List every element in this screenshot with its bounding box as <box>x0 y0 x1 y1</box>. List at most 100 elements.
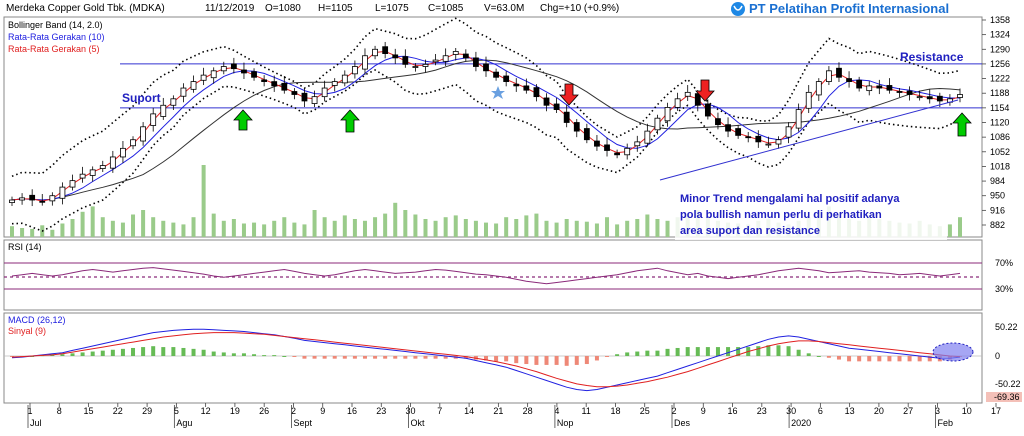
candle-body <box>644 130 651 144</box>
candlestick <box>866 81 873 96</box>
candlestick <box>160 97 167 120</box>
volume-bar <box>655 219 660 237</box>
price-tick-label: 1256 <box>990 59 1010 69</box>
macd-hist-bar <box>80 352 85 356</box>
candle-body <box>402 56 409 65</box>
volume-bar <box>574 220 579 237</box>
macd-hist-bar <box>131 347 136 356</box>
ticker-title: Merdeka Copper Gold Tbk. (MDKA) <box>6 3 165 14</box>
candle-body <box>261 79 268 82</box>
volume-bar <box>282 217 287 237</box>
candlestick <box>654 114 661 135</box>
candlestick <box>29 189 36 207</box>
macd-hist-bar <box>877 356 882 362</box>
candlestick <box>664 102 671 127</box>
volume-bar <box>584 221 589 237</box>
macd-hist-bar <box>211 351 216 356</box>
candle-body <box>140 126 147 142</box>
time-tick-label: 26 <box>259 406 269 416</box>
volume-bar <box>60 223 65 237</box>
volume-bar <box>473 220 478 237</box>
volume-bar <box>635 219 640 237</box>
volume-bar <box>312 210 317 237</box>
candlestick <box>765 136 772 148</box>
macd-hist-bar <box>564 356 569 366</box>
candle-body <box>543 97 550 106</box>
candle-body <box>372 48 378 57</box>
candle-body <box>785 126 792 138</box>
candlestick <box>89 166 96 182</box>
time-tick-label: 30 <box>406 406 416 416</box>
volume-bar <box>665 220 670 237</box>
macd-hist-bar <box>756 346 761 356</box>
volume-bar <box>20 228 25 237</box>
volume-bar <box>594 223 599 237</box>
time-tick-label: 1 <box>27 406 32 416</box>
volume-bar <box>221 220 226 237</box>
macd-line <box>11 328 961 392</box>
candlestick <box>473 51 479 72</box>
candlestick <box>725 117 731 138</box>
volume-bar <box>544 220 549 237</box>
volume-bar <box>403 210 408 237</box>
macd-hist-bar <box>413 356 418 359</box>
sell-arrow-icon <box>559 83 579 106</box>
candle-body <box>412 66 419 68</box>
time-tick-label: 25 <box>640 406 650 416</box>
macd-hist-bar <box>302 356 307 359</box>
time-tick-label: 19 <box>230 406 240 416</box>
candle-body <box>876 85 883 89</box>
candlestick <box>604 137 610 157</box>
bollinger-bands <box>11 17 961 232</box>
macd-hist-bar <box>887 356 892 362</box>
volume-bar <box>201 165 206 237</box>
volume-bar <box>241 223 246 237</box>
candlestick <box>614 149 621 159</box>
support-label: Suport <box>122 91 161 105</box>
candle-body <box>382 46 389 54</box>
volume-bar <box>947 224 952 237</box>
volume-bar <box>120 222 125 237</box>
bollinger-upper <box>11 17 961 178</box>
candle-body <box>936 95 943 102</box>
macd-hist-bar <box>373 356 378 359</box>
macd-hist-bar <box>594 356 599 361</box>
macd-hist-bar <box>10 356 14 357</box>
candlestick <box>291 88 298 100</box>
volume-bar <box>231 219 236 237</box>
time-tick-label: 20 <box>874 406 884 416</box>
candle-body <box>795 109 802 129</box>
candle-body <box>321 87 328 98</box>
volume-bar <box>151 217 156 237</box>
candlestick <box>644 123 651 147</box>
time-tick-label: 4 <box>554 406 559 416</box>
candlestick <box>856 76 863 92</box>
candlestick <box>735 125 742 139</box>
macd-zero-tick: 0 <box>995 351 1000 361</box>
time-tick-label: 2 <box>671 406 676 416</box>
macd-hist-bar <box>695 347 700 356</box>
macd-hist-bar <box>897 356 902 362</box>
candle-body <box>200 74 207 81</box>
candle-body <box>715 118 721 126</box>
header-change: Chg=+10 (+0.9%) <box>540 3 619 14</box>
candlestick <box>634 135 641 152</box>
candlestick <box>836 62 842 83</box>
month-label: Okt <box>411 418 426 428</box>
support-resistance-lines <box>120 63 982 109</box>
macd-hist-bar <box>766 345 771 356</box>
note-line-3: area suport dan resistance <box>680 225 820 237</box>
time-tick-label: 22 <box>113 406 123 416</box>
candlestick <box>412 63 419 72</box>
candlestick <box>120 141 126 163</box>
candle-body <box>19 197 25 201</box>
macd-hist-bar <box>272 355 277 357</box>
rsi-lower-tick: 30% <box>995 284 1013 294</box>
candlestick <box>533 84 540 102</box>
volume-bar <box>211 213 216 237</box>
macd-hist-bar <box>836 356 841 360</box>
candlestick <box>785 122 792 144</box>
candle-body <box>654 117 661 131</box>
